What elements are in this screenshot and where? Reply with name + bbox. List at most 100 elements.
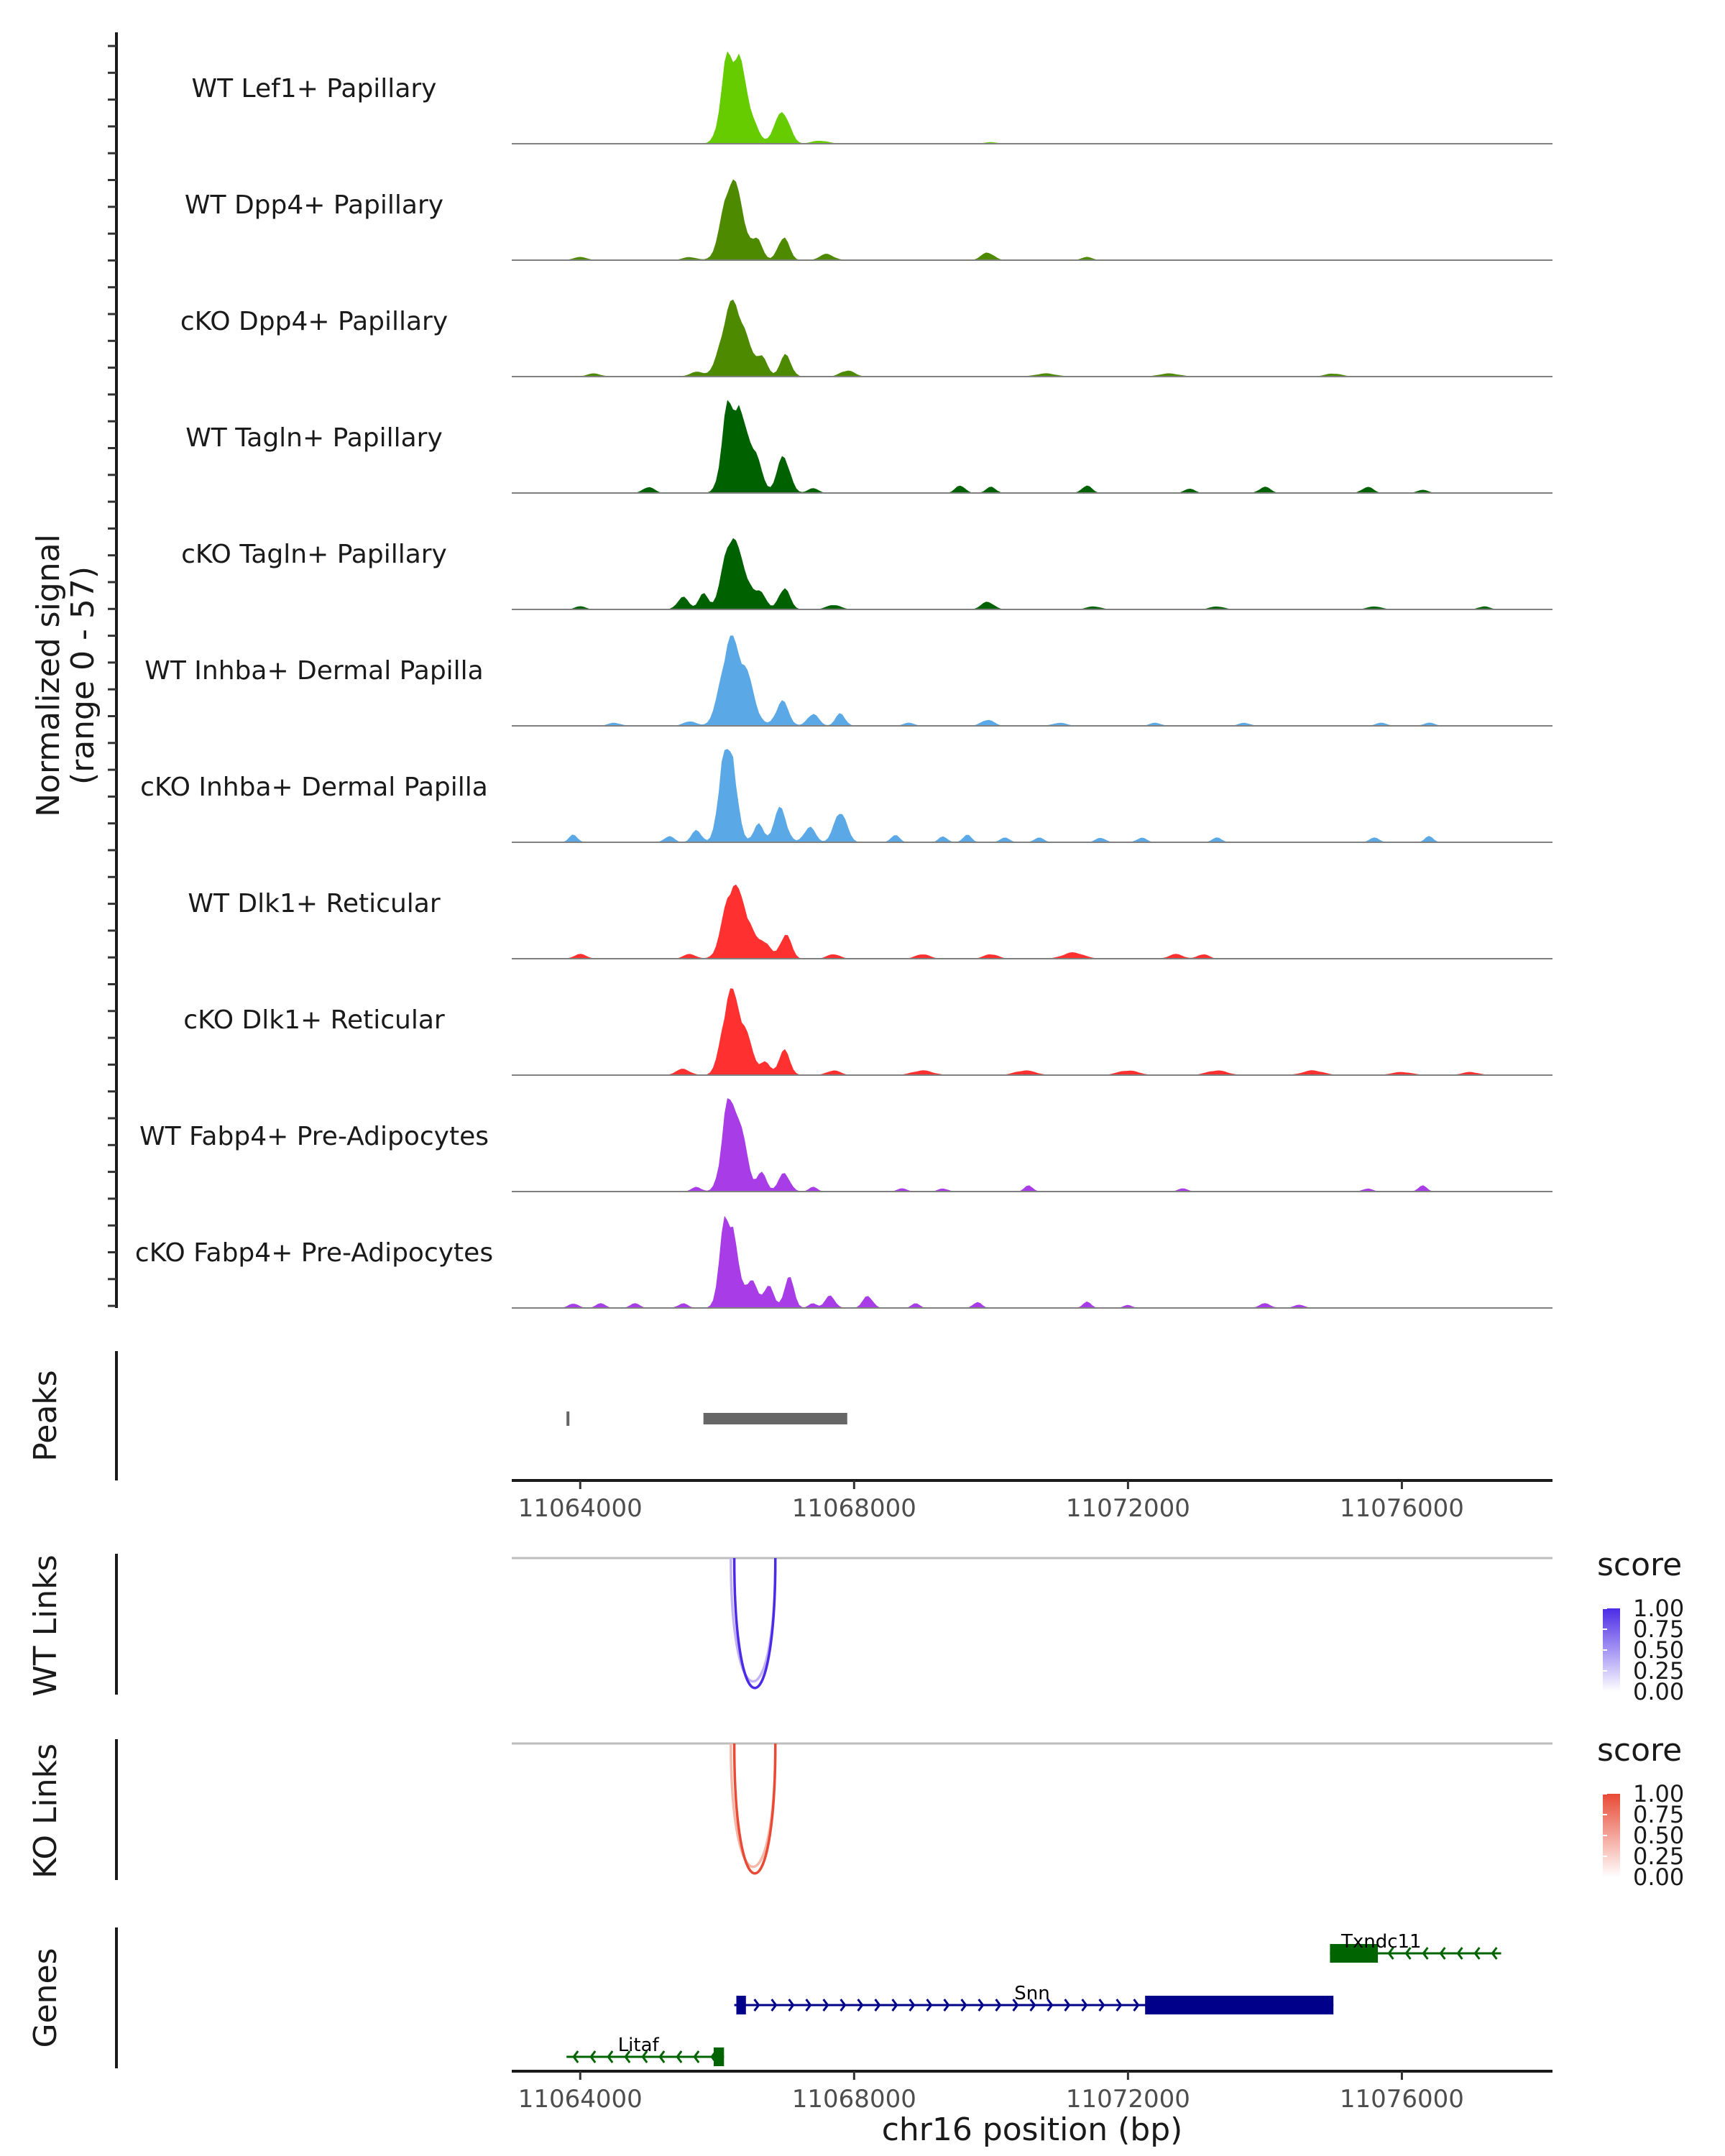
strand-arrow	[770, 1999, 778, 2012]
strand-arrow	[891, 1999, 898, 2012]
strand-arrow	[788, 1999, 795, 2012]
x-axis-title: chr16 position (bp)	[882, 2111, 1183, 2148]
legend-title: score	[1597, 1547, 1682, 1583]
peaks-x-tick-label: 11072000	[1066, 1494, 1190, 1523]
coverage-y-axis-title-line1: Normalized signal	[30, 534, 67, 817]
strand-arrow	[753, 1999, 760, 2012]
legend-tick-label: 0.00	[1633, 1864, 1684, 1891]
gene-label: Litaf	[618, 2035, 660, 2056]
strand-arrow	[1081, 1999, 1088, 2012]
coverage-track-9: cKO Dlk1+ Reticular	[183, 988, 1552, 1076]
genes-x-tick-label: 11072000	[1066, 2085, 1190, 2114]
track-label: cKO Dpp4+ Papillary	[180, 307, 448, 336]
links-panel-title: WT Links	[27, 1554, 64, 1696]
coverage-area	[512, 299, 1552, 377]
genes-panel: Genes Txndc11 Snn Litaf 11064000 11068000 11…	[27, 1927, 1552, 2148]
strand-arrow	[693, 2050, 700, 2063]
legend-tick-label: 0.50	[1633, 1636, 1684, 1664]
legend-tick-label: 0.75	[1633, 1801, 1684, 1828]
strand-arrow	[908, 1999, 916, 2012]
peaks-x-ticks: 11064000 11068000 11072000 11076000	[518, 1480, 1464, 1523]
coverage-track-1: WT Lef1+ Papillary	[192, 51, 1552, 144]
coverage-area	[512, 749, 1552, 842]
strand-arrow	[676, 2050, 683, 2063]
coverage-track-4: WT Tagln+ Papillary	[185, 400, 1552, 494]
strand-arrow	[1473, 1947, 1481, 1960]
peak-region	[703, 1413, 847, 1424]
strand-arrow	[874, 1999, 881, 2012]
strand-arrow	[1404, 1947, 1412, 1960]
strand-arrow	[1116, 1999, 1123, 2012]
coverage-area	[512, 538, 1552, 609]
gene-txndc11: Txndc11	[1330, 1931, 1501, 1963]
gene-label: Txndc11	[1340, 1931, 1422, 1953]
legend-tick-label: 0.25	[1633, 1657, 1684, 1685]
genes-x-tick-label: 11064000	[518, 2085, 643, 2114]
strand-arrow	[1046, 1999, 1054, 2012]
peaks-panel-title: Peaks	[27, 1370, 64, 1461]
links-panel-2: KO Links score 1.000.750.500.250.00	[27, 1732, 1684, 1891]
coverage-track-7: cKO Inhba+ Dermal Papilla	[140, 749, 1552, 843]
coverage-track-8: WT Dlk1+ Reticular	[188, 884, 1552, 959]
peaks-x-tick-label: 11064000	[518, 1494, 643, 1523]
strand-arrow	[943, 1999, 950, 2012]
score-legend: score 1.000.750.500.250.00	[1597, 1732, 1684, 1891]
gene-exon	[736, 1996, 746, 2014]
strand-arrow	[840, 1999, 847, 2012]
gene-exon	[1330, 1944, 1379, 1963]
link-arc	[732, 1743, 777, 1875]
coverage-tracks: WT Lef1+ Papillary WT Dpp4+ Papillary cKO …	[135, 51, 1552, 1309]
strand-arrow	[607, 2050, 614, 2063]
legend-tick-label: 0.50	[1633, 1822, 1684, 1849]
coverage-area	[512, 988, 1552, 1075]
coverage-y-ticks	[108, 45, 116, 1307]
track-label: WT Dlk1+ Reticular	[188, 889, 440, 918]
peak-region	[566, 1411, 570, 1426]
coverage-area	[512, 51, 1552, 144]
strand-arrow	[926, 1999, 933, 2012]
gene-snn: Snn	[734, 1983, 1334, 2014]
legend-tick-label: 0.75	[1633, 1616, 1684, 1643]
coverage-track-5: cKO Tagln+ Papillary	[181, 538, 1552, 610]
strand-arrow	[822, 1999, 829, 2012]
legend-tick-label: 0.00	[1633, 1678, 1684, 1705]
coverage-track-6: WT Inhba+ Dermal Papilla	[144, 635, 1552, 727]
strand-arrow	[624, 2050, 631, 2063]
coverage-area	[512, 179, 1552, 260]
coverage-track-11: cKO Fabp4+ Pre-Adipocytes	[135, 1215, 1552, 1309]
strand-arrow	[1387, 1947, 1394, 1960]
gene-exon	[714, 2047, 724, 2066]
coverage-area	[512, 1215, 1552, 1308]
legend-title: score	[1597, 1732, 1682, 1769]
coverage-y-axis-title-line2: (range 0 - 57)	[65, 566, 101, 785]
gene-models: Txndc11 Snn Litaf	[566, 1931, 1501, 2066]
links-panel-title: KO Links	[27, 1743, 64, 1879]
genes-x-tick-label: 11068000	[792, 2085, 916, 2114]
peak-regions	[566, 1411, 847, 1426]
track-label: WT Fabp4+ Pre-Adipocytes	[139, 1122, 489, 1151]
coverage-area	[512, 884, 1552, 959]
strand-arrow	[658, 2050, 666, 2063]
track-label: WT Dpp4+ Papillary	[185, 190, 443, 220]
link-arc	[732, 1557, 777, 1690]
gene-litaf: Litaf	[566, 2035, 724, 2066]
strand-arrow	[995, 1999, 1002, 2012]
peaks-x-tick-label: 11076000	[1340, 1494, 1464, 1523]
genes-x-ticks: 11064000 11068000 11072000 11076000	[518, 2071, 1464, 2114]
track-label: cKO Tagln+ Papillary	[181, 540, 447, 569]
track-label: cKO Inhba+ Dermal Papilla	[140, 773, 488, 802]
legend-tick-label: 1.00	[1633, 1595, 1684, 1622]
coverage-track-3: cKO Dpp4+ Papillary	[180, 299, 1552, 377]
strand-arrow	[1029, 1999, 1036, 2012]
peaks-x-tick-label: 11068000	[792, 1494, 916, 1523]
legend-tick-label: 0.25	[1633, 1843, 1684, 1870]
strand-arrow	[1422, 1947, 1429, 1960]
strand-arrow	[1456, 1947, 1463, 1960]
strand-arrow	[572, 2050, 579, 2063]
strand-arrow	[1012, 1999, 1019, 2012]
track-label: cKO Fabp4+ Pre-Adipocytes	[135, 1238, 493, 1268]
strand-arrow	[1439, 1947, 1446, 1960]
genes-panel-title: Genes	[27, 1948, 64, 2047]
